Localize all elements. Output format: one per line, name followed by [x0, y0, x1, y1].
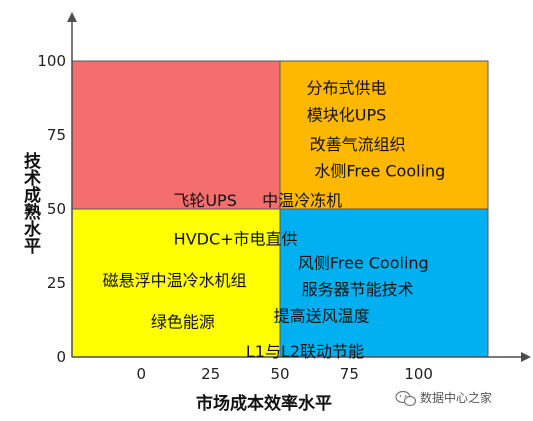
- watermark: 数据中心之家: [395, 390, 492, 407]
- quadrant-item-label: 服务器节能技术: [302, 280, 414, 299]
- y-tick-label: 50: [47, 200, 66, 218]
- y-tick-label: 75: [47, 126, 66, 144]
- quadrant-backgrounds: [71, 60, 489, 358]
- quadrant-item-label: L1与L2联动节能: [246, 342, 364, 361]
- y-axis-title: 技术成熟水平: [20, 151, 41, 255]
- quadrant-top-left: [71, 60, 281, 210]
- quadrant-item-label: 水侧Free Cooling: [314, 162, 445, 181]
- quadrant-item-label: 分布式供电: [307, 79, 387, 98]
- quadrant-item-label: 模块化UPS: [307, 105, 387, 124]
- y-tick-label: 25: [47, 274, 66, 292]
- x-tick-label: 0: [137, 365, 147, 383]
- quadrant-item-label: 中温冷冻机: [262, 191, 342, 210]
- quadrant-item-label: 磁悬浮中温冷水机组: [103, 271, 247, 290]
- x-axis-title: 市场成本效率水平: [196, 393, 332, 414]
- x-tick-label: 50: [270, 365, 289, 383]
- quadrant-item-label: 改善气流组织: [310, 135, 406, 154]
- quadrant-bottom-left: [71, 208, 281, 358]
- quadrant-top-right: [279, 60, 489, 210]
- axes: [67, 12, 531, 362]
- y-tick-label: 0: [56, 348, 66, 366]
- quadrant-item-label: 飞轮UPS: [173, 191, 237, 210]
- quadrant-bottom-right: [279, 208, 489, 358]
- quadrant-item-label: 绿色能源: [151, 312, 215, 331]
- watermark-text: 数据中心之家: [420, 390, 492, 405]
- x-tick-labels: 0 25 50 75 100: [137, 365, 433, 383]
- quadrant-item-label: 提高送风温度: [274, 307, 370, 326]
- y-tick-labels: 0 25 50 75 100: [37, 52, 66, 366]
- x-tick-label: 100: [404, 365, 433, 383]
- wechat-icon: [395, 390, 417, 407]
- quadrant-item-label: 风侧Free Cooling: [298, 253, 429, 272]
- y-tick-label: 100: [37, 52, 66, 70]
- quadrant-item-label: HVDC+市电直供: [174, 230, 298, 249]
- x-tick-label: 75: [340, 365, 359, 383]
- x-tick-label: 25: [201, 365, 220, 383]
